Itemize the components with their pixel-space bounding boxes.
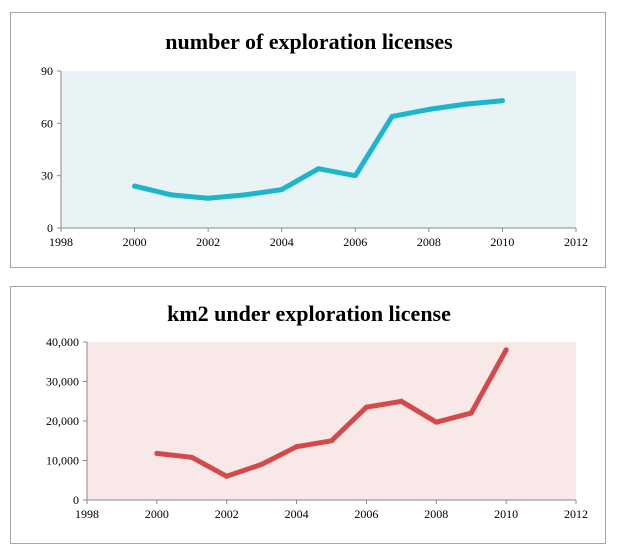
data-point — [132, 183, 138, 189]
y-tick-label: 10,000 — [46, 454, 79, 468]
area-chart: km2 under exploration license 0 10,000 20,… — [46, 301, 588, 521]
y-tick-label: 90 — [41, 64, 53, 78]
x-tick-label: 2000 — [145, 507, 169, 521]
data-point — [363, 404, 369, 410]
x-tick-label: 2006 — [343, 235, 367, 249]
y-tick-label: 0 — [73, 493, 79, 507]
data-point — [294, 444, 300, 450]
x-tick-label: 2002 — [215, 507, 239, 521]
data-point — [224, 473, 230, 479]
data-point — [242, 192, 248, 198]
x-tick-label: 2002 — [196, 235, 220, 249]
data-point — [499, 98, 505, 104]
data-point — [468, 410, 474, 416]
x-tick-label: 1998 — [49, 235, 73, 249]
data-point — [189, 454, 195, 460]
y-tick-label: 0 — [47, 221, 53, 235]
y-tick-label: 30 — [41, 169, 53, 183]
chart-title: number of exploration licenses — [165, 29, 453, 54]
x-tick-label: 2008 — [424, 507, 448, 521]
data-point — [463, 101, 469, 107]
y-tick-label: 60 — [41, 116, 53, 130]
data-point — [352, 173, 358, 179]
x-tick-label: 1998 — [75, 507, 99, 521]
data-point — [389, 113, 395, 119]
x-tick-label: 2012 — [564, 235, 588, 249]
y-tick-label: 20,000 — [46, 414, 79, 428]
x-tick-label: 2010 — [490, 235, 514, 249]
x-tick-label: 2000 — [123, 235, 147, 249]
data-point — [426, 106, 432, 112]
chart-panel-area: km2 under exploration license 0 10,000 20,… — [10, 286, 606, 544]
data-point — [433, 419, 439, 425]
chart-title: km2 under exploration license — [167, 301, 451, 326]
y-tick-label: 30,000 — [46, 375, 79, 389]
chart-panel-licenses: number of exploration licenses 0 30 60 90 19… — [10, 12, 606, 268]
plot-area — [61, 71, 576, 228]
data-point — [259, 461, 265, 467]
x-tick-label: 2004 — [285, 507, 309, 521]
data-point — [154, 450, 160, 456]
data-point — [279, 187, 285, 193]
data-point — [503, 347, 509, 353]
data-point — [205, 195, 211, 201]
y-tick-label: 40,000 — [46, 335, 79, 349]
x-tick-label: 2012 — [564, 507, 588, 521]
data-point — [168, 192, 174, 198]
data-point — [398, 398, 404, 404]
x-tick-label: 2004 — [270, 235, 294, 249]
data-point — [329, 438, 334, 444]
data-point — [316, 166, 321, 172]
plot-area — [87, 342, 576, 500]
x-tick-label: 2010 — [494, 507, 518, 521]
x-tick-label: 2008 — [417, 235, 441, 249]
x-tick-label: 2006 — [354, 507, 378, 521]
licenses-chart: number of exploration licenses 0 30 60 90 19… — [41, 29, 588, 249]
